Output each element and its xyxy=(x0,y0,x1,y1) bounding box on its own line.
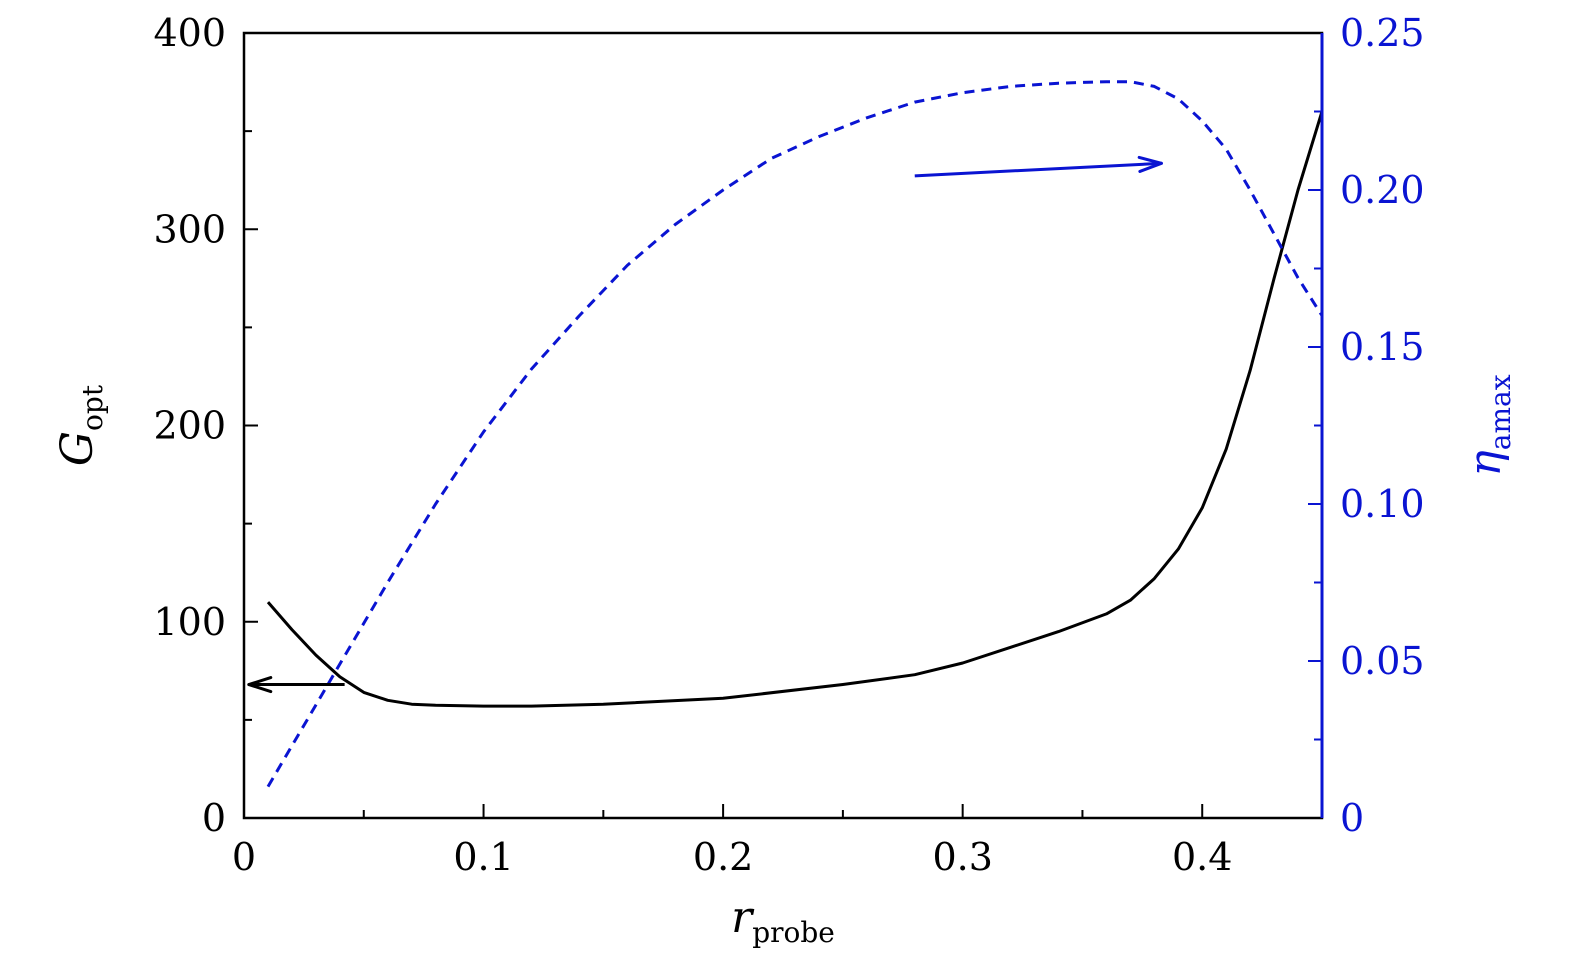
right-axis-arrow xyxy=(914,161,1162,178)
y-right-tick-label: 0.25 xyxy=(1340,11,1425,55)
x-axis-title-sub: probe xyxy=(752,916,835,949)
x-axis-title: rprobe xyxy=(731,892,835,949)
x-tick-label: 0.2 xyxy=(693,835,753,879)
y-right-axis-title: ηamax xyxy=(1460,374,1517,476)
y-right-tick-label: 0 xyxy=(1340,796,1364,840)
y-left-tick-label: 400 xyxy=(153,11,226,55)
x-tick-label: 0.1 xyxy=(453,835,513,879)
ticks-layer: 0 0.1 0.2 0.3 0.4 0 100 200 300 400 0 0.05 0.10 0.15 0… xyxy=(153,11,1424,879)
y-right-tick-label: 0.15 xyxy=(1340,325,1425,369)
y-left-tick-label: 0 xyxy=(202,796,226,840)
y-right-tick-label: 0.20 xyxy=(1340,168,1425,212)
x-tick-label: 0.3 xyxy=(932,835,992,879)
y-left-axis-title: Gopt xyxy=(52,384,109,466)
x-tick-label: 0.4 xyxy=(1172,835,1232,879)
right-axis-arrowhead xyxy=(1137,155,1163,173)
left-axis-arrowhead xyxy=(247,676,273,694)
y-left-tick-label: 100 xyxy=(153,600,226,644)
y-left-axis-title-sub: opt xyxy=(76,384,109,431)
arrow-layer xyxy=(247,155,1163,694)
series-layer xyxy=(266,80,1324,788)
y-right-tick-label: 0.05 xyxy=(1340,639,1425,683)
y-left-axis-title-main: G xyxy=(52,431,103,466)
y-left-tick-label: 200 xyxy=(153,404,226,448)
y-right-axis-title-sub: amax xyxy=(1484,374,1517,450)
y-right-axis-title-main: η xyxy=(1460,450,1511,476)
eta-amax-curve xyxy=(266,80,1324,788)
x-axis-title-main: r xyxy=(731,892,755,943)
x-tick-label: 0 xyxy=(232,835,256,879)
g-opt-curve xyxy=(266,111,1324,708)
plot-frame xyxy=(242,31,1324,820)
y-left-tick-label: 300 xyxy=(153,207,226,251)
y-right-tick-label: 0.10 xyxy=(1340,482,1425,526)
